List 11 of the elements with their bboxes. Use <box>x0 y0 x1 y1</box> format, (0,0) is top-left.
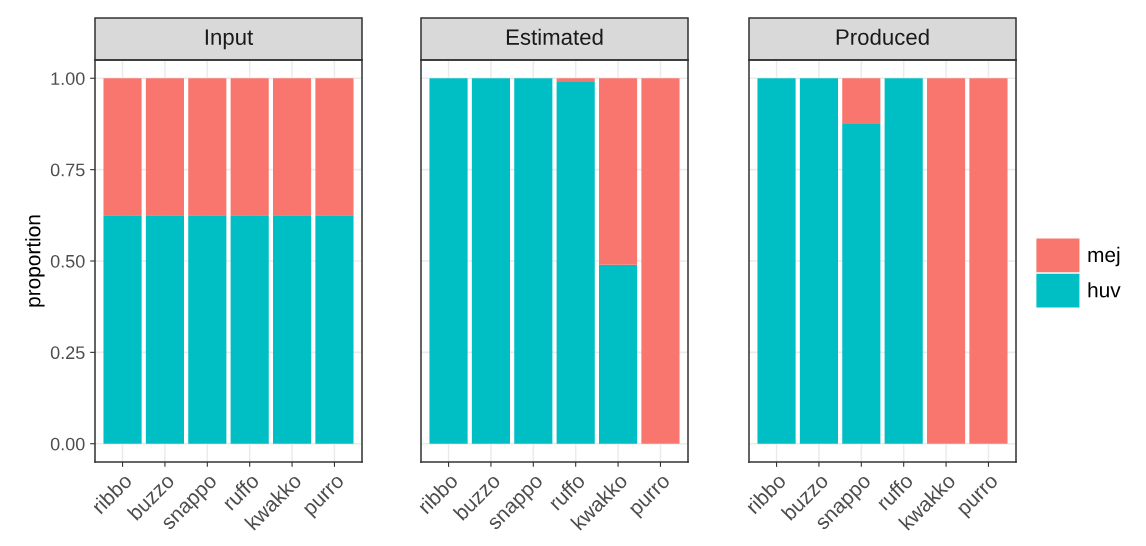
chart-title: Estimated <box>506 28 603 45</box>
y-axis-title: proportion <box>25 215 45 307</box>
y-tick-label: 0.00 <box>50 437 85 451</box>
y-tick-label: 1.00 <box>51 72 85 85</box>
y-tick-label: 0.50 <box>50 254 85 268</box>
y-tick-label: 0.75 <box>50 163 85 177</box>
legend-label: huv <box>1088 282 1121 298</box>
legend-label: mej <box>1088 246 1120 267</box>
y-tick-label: 0.25 <box>50 346 85 360</box>
chart-title: Produced <box>836 28 929 45</box>
chart-title: Input <box>205 29 254 50</box>
